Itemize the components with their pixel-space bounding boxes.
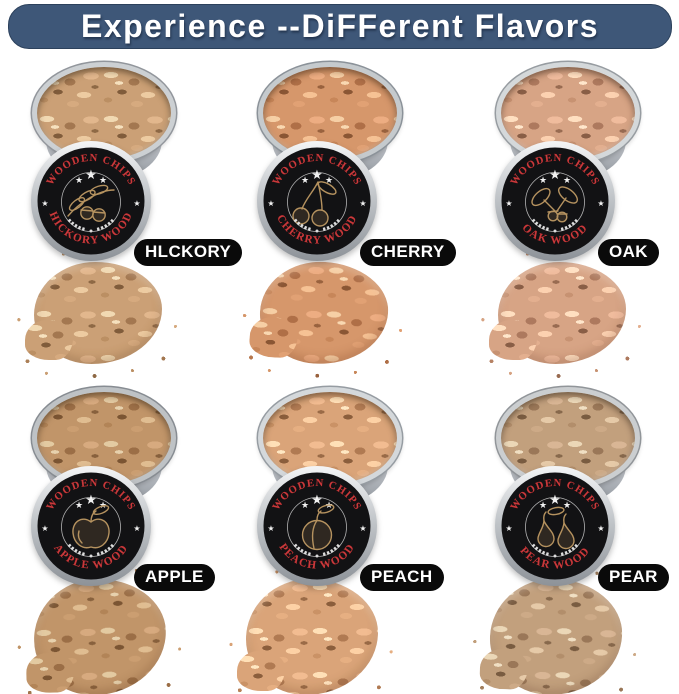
banner: Experience --DiFFerent Flavors xyxy=(8,4,672,49)
ribbon-dot xyxy=(315,554,319,558)
product-pear: WOODEN CHIPS ★ ★ ★ ★ ★ PEAR WOOD PEAR xyxy=(466,387,679,694)
laurel-ribbon-icon xyxy=(67,543,86,556)
wood-chips-pile xyxy=(12,246,184,380)
ribbon-dot xyxy=(315,229,319,233)
wood-chips-pile xyxy=(32,576,168,694)
open-tin-chips xyxy=(32,62,176,164)
laurel-ribbon-icon xyxy=(560,543,579,556)
product-peach: WOODEN CHIPS ★ ★ ★ ★ ★ PEACH WOOD PEACH xyxy=(224,387,454,694)
star-icon: ★ xyxy=(301,501,309,511)
laurel-ribbon-icon xyxy=(293,543,312,556)
star-icon: ★ xyxy=(325,501,333,511)
product-cherry: WOODEN CHIPS ★ ★ ★ ★ ★ CHERRY WOOD CHERR… xyxy=(228,62,456,374)
laurel-ribbon-icon xyxy=(560,218,579,231)
laurel-ribbon-icon xyxy=(67,218,86,231)
star-icon: ★ xyxy=(359,199,366,208)
flavor-badge: HLCKORY xyxy=(134,239,243,266)
star-icon: ★ xyxy=(99,176,107,186)
star-icon: ★ xyxy=(359,524,366,533)
tin-lid: WOODEN CHIPS ★ ★ ★ ★ ★ CHERRY WOOD xyxy=(257,141,377,261)
laurel-ribbon-icon xyxy=(531,218,550,231)
tin-lid: WOODEN CHIPS ★ ★ ★ ★ ★ PEACH WOOD xyxy=(257,466,377,586)
product-hickory: WOODEN CHIPS ★ ★ ★ ★ ★ HICKORY WOOD HLCK… xyxy=(2,62,243,380)
star-icon: ★ xyxy=(549,493,561,508)
ribbon-dot xyxy=(553,554,557,558)
star-icon: ★ xyxy=(41,199,48,208)
flavor-badge: PEACH xyxy=(360,564,444,591)
peach-icon xyxy=(301,504,335,551)
star-icon: ★ xyxy=(85,493,97,508)
star-icon: ★ xyxy=(75,176,83,186)
pears-icon xyxy=(537,506,575,550)
laurel-ribbon-icon xyxy=(322,218,341,231)
tin-lid: WOODEN CHIPS ★ ★ ★ ★ ★ HICKORY WOOD xyxy=(31,141,151,261)
star-icon: ★ xyxy=(549,168,561,183)
product-apple: WOODEN CHIPS ★ ★ ★ ★ ★ APPLE WOOD APPLE xyxy=(2,387,228,694)
banner-title: Experience --DiFFerent Flavors xyxy=(80,8,600,44)
star-icon: ★ xyxy=(505,524,512,533)
oak-leaves-acorns-icon xyxy=(531,186,579,223)
laurel-ribbon-icon xyxy=(96,218,115,231)
apple-icon xyxy=(72,504,110,549)
tin-lid: WOODEN CHIPS ★ ★ ★ ★ ★ PEAR WOOD xyxy=(495,466,615,586)
star-icon: ★ xyxy=(563,176,571,186)
star-icon: ★ xyxy=(311,493,323,508)
tin-lid: WOODEN CHIPS ★ ★ ★ ★ ★ OAK WOOD xyxy=(495,141,615,261)
ribbon-dot xyxy=(89,229,93,233)
star-icon: ★ xyxy=(539,501,547,511)
wood-chips-pile xyxy=(476,246,648,380)
tin-lid: WOODEN CHIPS ★ ★ ★ ★ ★ APPLE WOOD xyxy=(31,466,151,586)
star-icon: ★ xyxy=(539,176,547,186)
flavor-badge: OAK xyxy=(598,239,659,266)
star-icon: ★ xyxy=(85,168,97,183)
wood-chips-pile xyxy=(257,258,391,368)
star-icon: ★ xyxy=(267,199,274,208)
wood-chips-pile xyxy=(224,563,400,694)
star-icon: ★ xyxy=(505,199,512,208)
star-icon: ★ xyxy=(597,524,604,533)
product-oak: WOODEN CHIPS ★ ★ ★ ★ ★ OAK WOOD OAK xyxy=(466,62,679,380)
open-tin-chips xyxy=(32,387,176,489)
star-icon: ★ xyxy=(301,176,309,186)
cherries-icon xyxy=(292,181,337,227)
star-icon: ★ xyxy=(563,501,571,511)
flavor-badge: PEAR xyxy=(598,564,669,591)
star-icon: ★ xyxy=(133,524,140,533)
flavor-badge: CHERRY xyxy=(360,239,456,266)
star-icon: ★ xyxy=(133,199,140,208)
flavor-badge: APPLE xyxy=(134,564,215,591)
laurel-ribbon-icon xyxy=(322,543,341,556)
star-icon: ★ xyxy=(325,176,333,186)
hickory-branch-icon xyxy=(67,184,115,222)
laurel-ribbon-icon xyxy=(96,543,115,556)
wood-chips-pile xyxy=(488,576,624,694)
star-icon: ★ xyxy=(41,524,48,533)
laurel-ribbon-icon xyxy=(531,543,550,556)
ribbon-dot xyxy=(89,554,93,558)
star-icon: ★ xyxy=(75,501,83,511)
star-icon: ★ xyxy=(267,524,274,533)
laurel-ribbon-icon xyxy=(293,218,312,231)
star-icon: ★ xyxy=(311,168,323,183)
star-icon: ★ xyxy=(597,199,604,208)
ribbon-dot xyxy=(553,229,557,233)
